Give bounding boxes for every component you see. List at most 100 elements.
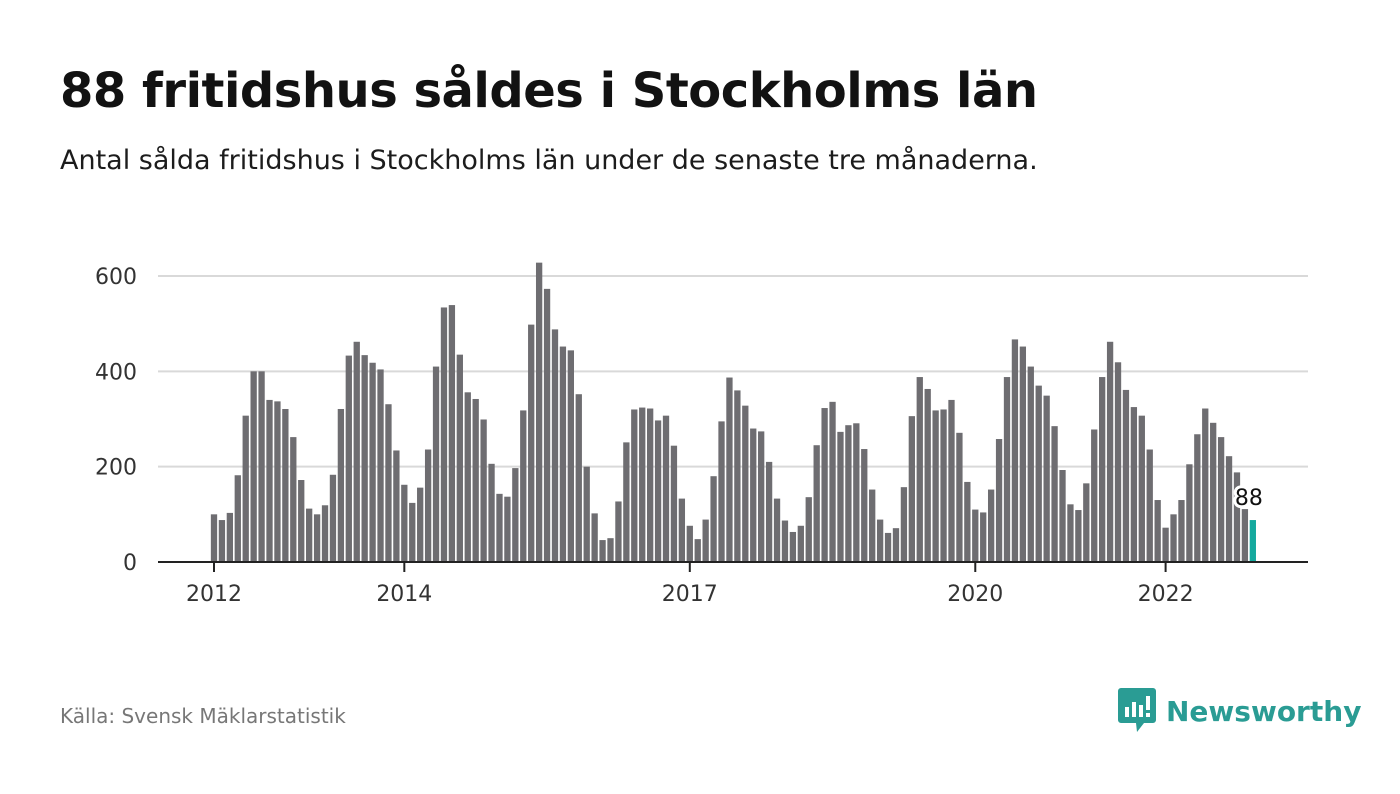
- bar: [234, 475, 241, 562]
- brand-name: Newsworthy: [1166, 694, 1362, 728]
- bar: [1075, 510, 1082, 562]
- bar: [1099, 377, 1106, 562]
- bar: [250, 371, 257, 562]
- bar: [377, 369, 384, 562]
- bar: [789, 531, 797, 562]
- bar: [1091, 429, 1098, 562]
- x-tick-label: 2012: [186, 582, 242, 607]
- bar: [908, 416, 915, 562]
- bar: [1186, 464, 1193, 562]
- y-tick-label: 0: [123, 551, 137, 576]
- bar: [995, 439, 1003, 562]
- bar: [313, 514, 321, 562]
- bar: [226, 512, 234, 562]
- bar: [1210, 422, 1217, 562]
- bar: [1114, 362, 1122, 562]
- bar: [1067, 504, 1074, 562]
- bar: [417, 487, 424, 562]
- chart-subtitle: Antal sålda fritidshus i Stockholms län …: [60, 145, 1038, 176]
- bar: [670, 445, 678, 562]
- bar: [432, 366, 440, 562]
- bar: [980, 512, 987, 562]
- bar: [781, 520, 789, 562]
- bar: [345, 355, 352, 562]
- bar: [464, 392, 471, 562]
- bar: [1154, 500, 1161, 562]
- bar: [1043, 395, 1050, 562]
- bar: [987, 489, 995, 562]
- bar: [242, 415, 249, 562]
- source-note: Källa: Svensk Mäklarstatistik: [60, 704, 346, 728]
- bar: [369, 362, 376, 562]
- bar: [797, 525, 804, 562]
- bar: [424, 449, 432, 562]
- bar: [599, 540, 606, 562]
- bar: [884, 532, 892, 562]
- bar: [1170, 514, 1177, 562]
- bar: [1083, 483, 1090, 562]
- bar: [615, 501, 622, 562]
- bar: [805, 497, 812, 562]
- bar: [535, 262, 543, 562]
- bar: [282, 408, 289, 562]
- bar: [742, 405, 749, 562]
- bar: [662, 415, 670, 562]
- bar: [258, 371, 265, 562]
- bar: [1146, 449, 1153, 562]
- bar: [306, 508, 313, 562]
- bar: [940, 409, 947, 562]
- bar: [750, 428, 757, 562]
- bar: [964, 481, 971, 562]
- bar: [504, 496, 511, 562]
- bar: [496, 493, 503, 562]
- bar: [1130, 407, 1138, 562]
- bar: [559, 346, 567, 562]
- bar: [639, 407, 646, 562]
- bar: [1225, 456, 1233, 562]
- bar: [321, 505, 329, 562]
- bar: [1233, 472, 1241, 562]
- bar: [758, 431, 765, 562]
- bar: [829, 401, 836, 562]
- brand-logo: Newsworthy: [1118, 688, 1361, 734]
- bar: [956, 432, 963, 562]
- bar: [583, 466, 590, 562]
- bar: [353, 341, 360, 562]
- bar: [1106, 341, 1114, 562]
- chart-title: 88 fritidshus såldes i Stockholms län: [60, 63, 1038, 119]
- bar: [337, 408, 345, 562]
- bar: [440, 307, 448, 562]
- x-tick-label: 2017: [662, 582, 718, 607]
- bar: [837, 431, 844, 562]
- bar: [647, 408, 654, 562]
- bar: [1217, 437, 1225, 562]
- bar: [520, 410, 527, 562]
- x-tick-label: 2020: [947, 582, 1003, 607]
- bar: [932, 410, 939, 562]
- bar: [869, 489, 876, 562]
- bar: [401, 484, 408, 562]
- bar: [385, 404, 392, 562]
- data-label: 88: [1235, 486, 1263, 511]
- bar: [298, 480, 305, 562]
- x-tick-label: 2014: [376, 582, 432, 607]
- bar: [567, 350, 574, 562]
- bar: [393, 450, 400, 562]
- bar: [1138, 415, 1145, 562]
- bar: [1059, 470, 1066, 562]
- bar: [726, 377, 733, 562]
- bar: [1162, 527, 1169, 562]
- bar: [718, 421, 725, 562]
- bar: [591, 513, 598, 562]
- bar: [710, 476, 717, 562]
- bar: [528, 324, 535, 562]
- bar: [575, 394, 582, 562]
- bar: [448, 305, 456, 562]
- bar: [607, 538, 614, 562]
- bar: [512, 468, 519, 562]
- bar: [924, 388, 931, 562]
- bar: [654, 420, 662, 562]
- bar: [853, 423, 860, 562]
- bar: [361, 355, 368, 562]
- bar: [821, 408, 828, 562]
